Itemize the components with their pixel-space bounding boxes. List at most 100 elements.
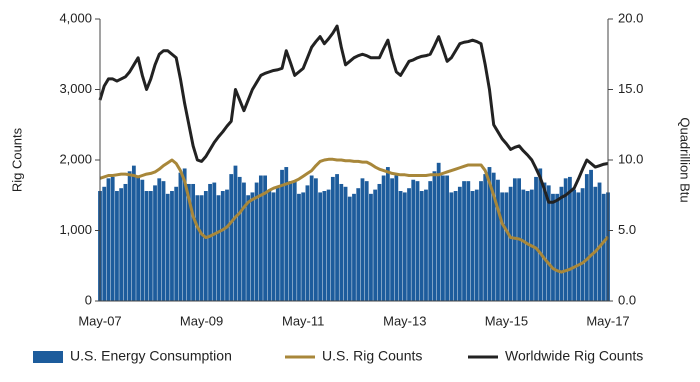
bar <box>258 175 263 301</box>
bar <box>436 162 441 301</box>
x-tick-label: May-11 <box>282 313 324 328</box>
bar <box>479 181 483 301</box>
bar <box>424 189 428 301</box>
bar <box>356 188 361 301</box>
bar <box>563 178 568 301</box>
bar <box>491 172 496 301</box>
bar <box>445 175 450 301</box>
x-tick-label: May-07 <box>78 313 121 328</box>
bar <box>385 167 390 301</box>
bar <box>580 188 585 301</box>
bar <box>144 191 149 301</box>
bar <box>292 181 297 301</box>
bar <box>572 189 577 301</box>
y-tick-label: 3,000 <box>59 81 92 96</box>
legend-label: U.S. Energy Consumption <box>70 348 232 364</box>
bar <box>102 186 107 301</box>
bar <box>432 171 437 301</box>
bar <box>161 181 166 301</box>
bar <box>203 191 208 301</box>
bar <box>110 176 115 301</box>
bar <box>347 196 352 301</box>
bar <box>441 175 445 301</box>
line-series <box>99 157 610 274</box>
bar <box>187 183 191 301</box>
bar <box>115 191 119 301</box>
bar <box>487 167 492 301</box>
bar <box>525 191 530 301</box>
bar <box>466 181 471 301</box>
bar <box>119 188 124 301</box>
x-tick-label: May-09 <box>180 313 223 328</box>
bar <box>364 181 369 301</box>
bar <box>318 192 323 301</box>
bar <box>415 181 420 301</box>
bar <box>504 192 509 301</box>
x-tick-label: May-15 <box>485 313 528 328</box>
bar <box>148 191 153 301</box>
bar <box>131 165 136 301</box>
bar <box>411 179 416 301</box>
bar <box>373 189 378 301</box>
bar <box>280 169 284 301</box>
bar <box>242 182 246 301</box>
bar <box>330 176 335 301</box>
bar <box>551 193 555 301</box>
bar <box>271 192 276 301</box>
bar <box>496 179 500 301</box>
bar <box>534 176 538 301</box>
bar <box>309 175 314 301</box>
bar <box>301 192 306 301</box>
bar <box>601 193 606 301</box>
y2-tick-label: 0.0 <box>618 292 636 307</box>
bar <box>212 182 217 301</box>
bar <box>360 178 365 301</box>
bar <box>474 189 479 301</box>
bar <box>182 168 187 301</box>
bar <box>314 178 318 301</box>
bar <box>593 186 598 301</box>
bar <box>174 186 179 301</box>
bar <box>419 191 424 301</box>
bar <box>229 174 234 301</box>
bar <box>216 195 221 301</box>
y2-axis-title: Quadrillion Btu <box>678 117 693 202</box>
bar <box>284 167 289 301</box>
bar <box>170 191 174 301</box>
y2-tick-label: 10.0 <box>618 151 643 166</box>
bar <box>352 193 356 301</box>
bar <box>568 176 572 301</box>
bar <box>542 182 547 301</box>
bar <box>335 174 339 301</box>
bar <box>407 188 411 301</box>
bar <box>546 185 551 301</box>
bar <box>326 189 331 301</box>
bar <box>153 185 157 301</box>
bar <box>521 189 526 301</box>
bar <box>398 191 403 301</box>
bar <box>462 181 466 301</box>
bar <box>500 192 505 301</box>
bar <box>597 182 602 301</box>
bar <box>178 172 183 301</box>
legend-label: U.S. Rig Counts <box>322 348 422 364</box>
y2-tick-label: 15.0 <box>618 81 643 96</box>
bar <box>136 175 140 301</box>
bar <box>233 165 238 301</box>
bar <box>297 193 301 301</box>
y2-tick-label: 20.0 <box>618 10 643 25</box>
bar <box>470 191 475 301</box>
y-tick-label: 1,000 <box>59 222 92 237</box>
bar <box>377 183 382 301</box>
bar <box>267 191 272 301</box>
bar <box>195 195 200 301</box>
bar <box>165 193 170 301</box>
bar <box>402 192 407 301</box>
bar <box>237 176 242 301</box>
bar <box>220 191 225 301</box>
y-tick-label: 4,000 <box>59 10 92 25</box>
bar <box>576 192 581 301</box>
bar <box>254 182 259 301</box>
